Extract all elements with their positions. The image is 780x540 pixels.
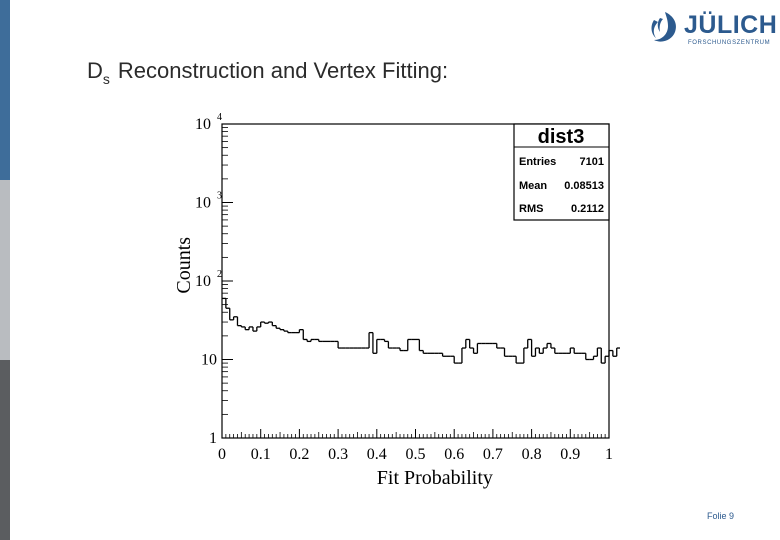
x-tick-label: 0.9 [560,446,580,463]
x-tick-label: 0.3 [328,446,348,463]
sidebar-stripe-blue [0,0,10,180]
y-tick-exponent: 4 [217,112,222,123]
x-tick-label: 1 [605,446,613,463]
y-tick-label: 10 [195,116,211,133]
slide-title-subscript: s [102,71,110,87]
x-axis-label: Fit Probability [377,467,493,489]
juelich-logo: JÜLICH FORSCHUNGSZENTRUM [648,10,777,52]
x-tick-label: 0.2 [289,446,309,463]
slide-title-rest: Reconstruction and Vertex Fitting: [117,58,449,83]
juelich-emblem-icon [651,12,676,42]
stats-rms-value: 0.2112 [571,203,604,215]
sidebar-stripe-gray [0,180,10,360]
logo-subtitle: FORSCHUNGSZENTRUM [688,40,771,46]
stats-entries-value: 7101 [580,156,604,168]
slide-title-main: D [87,58,103,83]
y-tick-label: 10 [201,352,217,369]
x-tick-label: 0.8 [522,446,542,463]
sidebar-stripe-dark [0,360,10,540]
slide-title: Ds Reconstruction and Vertex Fitting: [87,58,449,87]
stats-mean-label: Mean [519,180,547,192]
y-tick-exponent: 2 [217,269,222,280]
stats-box [513,123,610,221]
histogram-chart: 0 0.1 0.2 0.3 0.4 0.5 0.6 0.7 0.8 0.9 1 1 10 10 2 10 3 10… [173,112,620,489]
x-tick-label: 0 [218,446,226,463]
y-axis-label: Counts [173,237,195,294]
y-tick-label: 10 [195,195,211,212]
stats-mean-value: 0.08513 [564,180,604,192]
x-tick-label: 0.4 [367,446,387,463]
y-tick-label: 10 [195,273,211,290]
slide-footer: Folie 9 [707,511,735,521]
y-tick-exponent: 3 [217,191,222,202]
x-tick-label: 0.1 [251,446,271,463]
stats-rms-label: RMS [519,203,543,215]
y-tick-label: 1 [209,430,217,447]
logo-wordmark: JÜLICH [684,11,778,39]
x-tick-label: 0.6 [444,446,464,463]
x-tick-label: 0.5 [406,446,426,463]
stats-entries-label: Entries [519,156,556,168]
stats-histogram-name: dist3 [538,126,585,148]
x-tick-label: 0.7 [483,446,503,463]
